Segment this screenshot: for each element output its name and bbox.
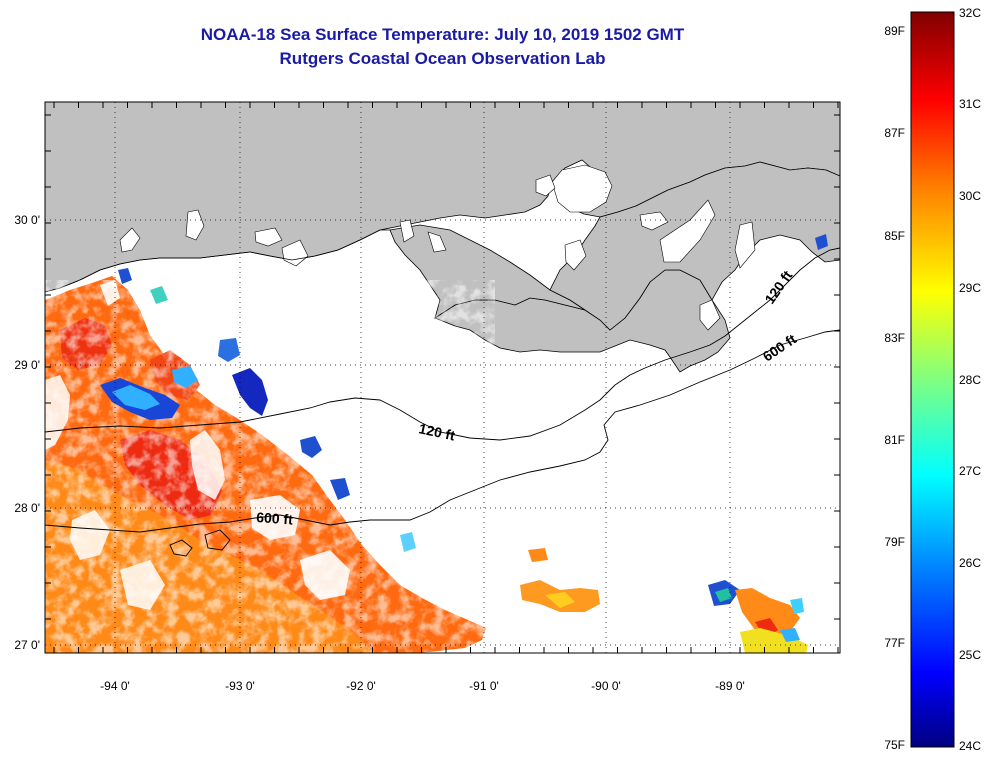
sst-data [45, 234, 828, 653]
y-tick-label: 29 0' [14, 358, 40, 372]
fahrenheit-label: 83F [884, 331, 905, 345]
lakes [119, 164, 756, 331]
x-tick-label: -94 0' [100, 679, 130, 693]
fahrenheit-label: 77F [884, 636, 905, 650]
eastern-marsh [549, 161, 840, 331]
colorbar-gradient [910, 11, 955, 748]
x-tick-label: -91 0' [469, 679, 499, 693]
celsius-label: 29C [959, 281, 981, 295]
colorbar-fahrenheit-labels: 89F 87F 85F 83F 81F 79F 77F 75F [884, 24, 905, 752]
fahrenheit-label: 87F [884, 126, 905, 140]
fahrenheit-label: 81F [884, 433, 905, 447]
plot-frame [44, 101, 841, 654]
x-tick-label: -89 0' [715, 679, 745, 693]
celsius-label: 32C [959, 6, 981, 20]
coastline [45, 229, 390, 293]
x-axis-labels: -94 0' -93 0' -92 0' -91 0' -90 0' -89 0… [100, 679, 745, 693]
colorbar-celsius-labels: 32C 31C 30C 29C 28C 27C 26C 25C 24C [959, 6, 981, 753]
fahrenheit-label: 89F [884, 24, 905, 38]
y-tick-label: 28 0' [14, 501, 40, 515]
celsius-label: 28C [959, 373, 981, 387]
map-title: NOAA-18 Sea Surface Temperature: July 10… [200, 25, 685, 44]
celsius-label: 26C [959, 556, 981, 570]
y-axis-labels: 30 0' 29 0' 28 0' 27 0' [14, 213, 40, 652]
y-tick-label: 27 0' [14, 638, 40, 652]
fahrenheit-label: 85F [884, 229, 905, 243]
map-subtitle: Rutgers Coastal Ocean Observation Lab [279, 49, 606, 68]
contour-label-600ft: 600 ft [256, 509, 294, 528]
bathymetry-contours [45, 247, 840, 557]
x-tick-label: -90 0' [591, 679, 621, 693]
celsius-label: 24C [959, 739, 981, 753]
lat-lon-grid [45, 102, 840, 653]
colorbar: 89F 87F 85F 83F 81F 79F 77F 75F 32C 31C … [884, 6, 981, 753]
axis-ticks [45, 102, 840, 653]
fahrenheit-label: 75F [884, 738, 905, 752]
contour-label-120ft: 120 ft [417, 420, 456, 443]
celsius-label: 27C [959, 464, 981, 478]
celsius-label: 25C [959, 648, 981, 662]
x-tick-label: -93 0' [225, 679, 255, 693]
x-tick-label: -92 0' [346, 679, 376, 693]
celsius-label: 31C [959, 97, 981, 111]
fahrenheit-label: 79F [884, 535, 905, 549]
celsius-label: 30C [959, 189, 981, 203]
y-tick-label: 30 0' [14, 213, 40, 227]
